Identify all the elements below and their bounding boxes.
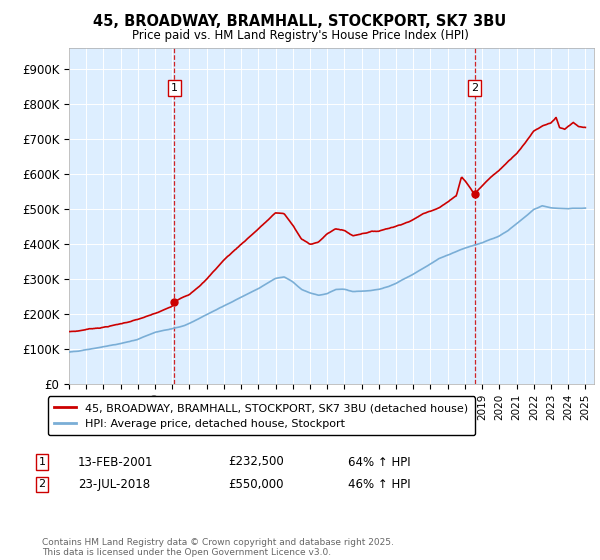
Text: Contains HM Land Registry data © Crown copyright and database right 2025.
This d: Contains HM Land Registry data © Crown c… <box>42 538 394 557</box>
Text: Price paid vs. HM Land Registry's House Price Index (HPI): Price paid vs. HM Land Registry's House … <box>131 29 469 42</box>
Text: 46% ↑ HPI: 46% ↑ HPI <box>348 478 410 491</box>
Text: 2: 2 <box>471 83 478 93</box>
Text: 45, BROADWAY, BRAMHALL, STOCKPORT, SK7 3BU: 45, BROADWAY, BRAMHALL, STOCKPORT, SK7 3… <box>94 14 506 29</box>
Text: 1: 1 <box>171 83 178 93</box>
Text: 1: 1 <box>38 457 46 467</box>
Text: 13-FEB-2001: 13-FEB-2001 <box>78 455 154 469</box>
Text: £550,000: £550,000 <box>228 478 284 491</box>
Text: £232,500: £232,500 <box>228 455 284 469</box>
Legend: 45, BROADWAY, BRAMHALL, STOCKPORT, SK7 3BU (detached house), HPI: Average price,: 45, BROADWAY, BRAMHALL, STOCKPORT, SK7 3… <box>47 396 475 435</box>
Text: 23-JUL-2018: 23-JUL-2018 <box>78 478 150 491</box>
Text: 2: 2 <box>38 479 46 489</box>
Text: 64% ↑ HPI: 64% ↑ HPI <box>348 455 410 469</box>
